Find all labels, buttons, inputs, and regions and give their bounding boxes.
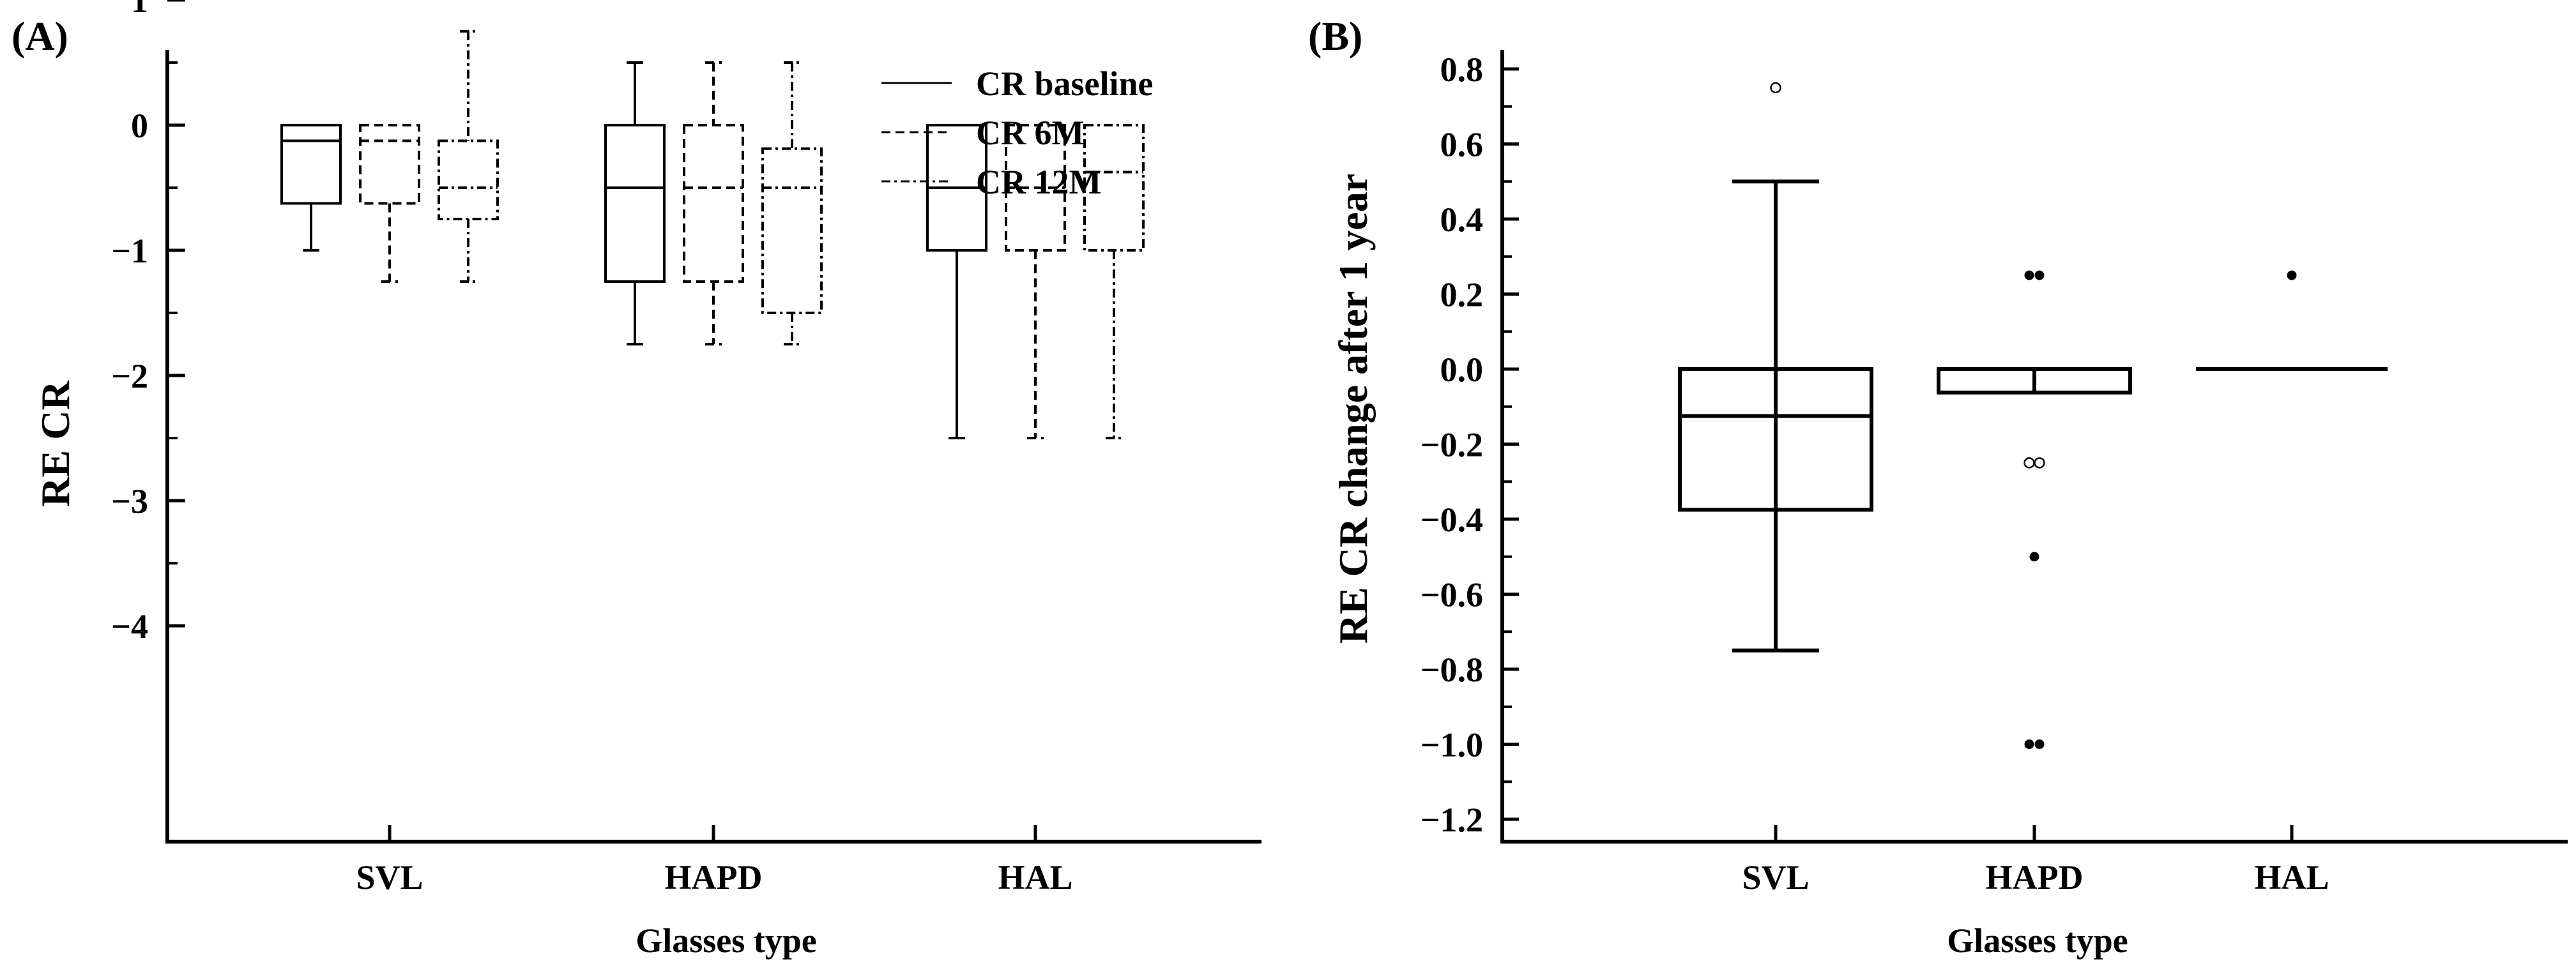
panel-a: (A) RE CR Glasses type 210−1−2−3−4 SVLHA…: [11, 0, 1261, 960]
box-cr-baseline-hal: [926, 124, 987, 439]
panel-b-y-tick-label: 0.8: [1440, 50, 1484, 89]
box-body: [1083, 124, 1145, 252]
panel-b-x-axis-label: Glasses type: [1947, 921, 2128, 960]
panel-b-y-tick-label: −1.0: [1421, 726, 1483, 764]
box-cr-12m-svl: [438, 30, 499, 283]
panel-a-x-ticks: SVL HAPD HAL: [356, 825, 1073, 897]
panel-a-x-tick-label-svl: SVL: [356, 858, 423, 897]
panel-a-y-tick-label: −2: [111, 357, 148, 395]
outlier-point-filled: [2029, 552, 2039, 562]
box-change-hal: [2196, 270, 2388, 371]
panel-b-axes: [1500, 50, 2568, 844]
box-change-hapd: [1937, 270, 2132, 749]
panel-b-y-tick-label: −0.6: [1421, 576, 1483, 614]
panel-b-x-tick-label-svl: SVL: [1742, 858, 1809, 897]
panel-b-y-tick-label: 0.6: [1440, 126, 1484, 164]
outlier-point-filled: [2034, 739, 2045, 749]
panel-a-x-axis-label: Glasses type: [636, 921, 817, 960]
panel-b-y-tick-label: −0.8: [1421, 651, 1483, 689]
panel-b-y-ticks: 0.8 0.6 0.4 0.2 0.0 −0.2 −0.4 −0.6 −0.8 −1.0 −1.2: [1421, 50, 1519, 839]
panel-a-boxes: [280, 30, 1145, 439]
panel-b-x-tick-label-hapd: HAPD: [1986, 858, 2084, 897]
panel-a-y-tick-label: 0: [131, 107, 148, 145]
panel-a-label: (A): [11, 13, 68, 59]
outlier-point-open: [2023, 457, 2035, 469]
panel-b-y-tick-label: −0.2: [1421, 426, 1483, 464]
panel-b-x-tick-label-hal: HAL: [2254, 858, 2329, 897]
panel-b: (B) RE CR change after 1 year Glasses ty…: [1308, 13, 2568, 960]
panel-a-y-tick-label: −4: [111, 607, 148, 646]
panel-a-y-tick-label: −1: [111, 232, 148, 270]
panel-b-y-tick-label: 0.2: [1440, 276, 1484, 314]
panel-b-label: (B): [1308, 13, 1362, 59]
panel-a-x-tick-label-hal: HAL: [998, 858, 1072, 897]
legend-label-cr-6m: CR 6M: [976, 114, 1084, 152]
box-cr-6m-svl: [359, 124, 420, 283]
panel-b-y-tick-label: 0.0: [1440, 351, 1484, 389]
box-cr-6m-hapd: [683, 61, 744, 345]
box-body: [761, 147, 823, 314]
box-body: [280, 124, 342, 205]
outlier-point-filled: [2034, 270, 2045, 280]
panel-b-x-ticks: SVL HAPD HAL: [1742, 825, 2329, 897]
panel-a-y-tick-label: −3: [111, 482, 148, 520]
outlier-point-filled: [2024, 739, 2034, 749]
box-body: [438, 139, 499, 220]
panel-b-y-axis-label: RE CR change after 1 year: [1330, 174, 1376, 644]
panel-b-y-tick-label: −1.2: [1421, 801, 1483, 839]
panel-a-y-ticks: 210−1−2−3−4: [111, 0, 185, 646]
panel-a-y-tick-label: 1: [131, 0, 148, 20]
panel-b-y-tick-label: −0.4: [1421, 501, 1483, 539]
outlier-point-filled: [2024, 270, 2034, 280]
panel-a-y-axis-label: RE CR: [33, 381, 78, 507]
box-cr-12m-hal: [1083, 124, 1145, 439]
outlier-point-open: [2034, 457, 2045, 469]
box-cr-12m-hapd: [761, 61, 823, 345]
box-body: [604, 124, 666, 283]
legend-label-cr-12m: CR 12M: [976, 163, 1101, 201]
box-body: [683, 124, 744, 283]
panel-b-boxes: [1678, 82, 2388, 749]
panel-a-x-tick-label-hapd: HAPD: [665, 858, 763, 897]
box-body: [359, 124, 420, 205]
outlier-point-filled: [2287, 270, 2297, 280]
panel-b-y-tick-label: 0.4: [1440, 201, 1484, 239]
box-cr-baseline-hapd: [604, 61, 666, 345]
panel-a-legend: CR baseline CR 6M CR 12M: [881, 64, 1154, 201]
legend-label-cr-baseline: CR baseline: [976, 64, 1154, 103]
box-cr-6m-hal: [1005, 124, 1066, 439]
outlier-point-open: [1770, 82, 1781, 94]
box-change-svl: [1678, 82, 1873, 653]
box-cr-baseline-svl: [280, 124, 342, 252]
